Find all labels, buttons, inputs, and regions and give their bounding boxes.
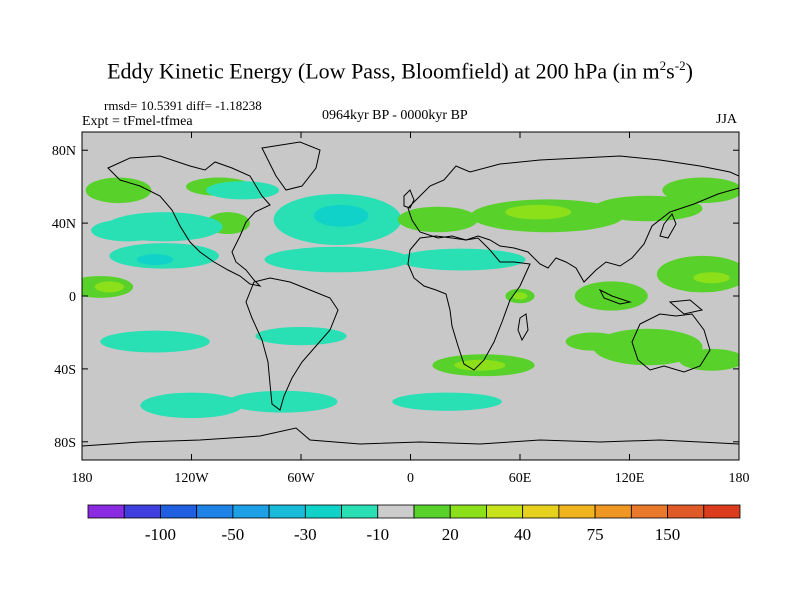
anomaly-n-africa-neg — [397, 248, 526, 271]
colorbar-box — [87, 504, 125, 519]
eurasia-coast — [407, 155, 739, 283]
anomaly-arabia-pos-core — [512, 292, 528, 300]
y-tick-label: 80N — [52, 144, 76, 159]
colorbar-box — [268, 504, 306, 519]
x-tick-label: 60E — [509, 471, 532, 486]
anomaly-s-atl-neg — [392, 392, 502, 411]
anomaly-c-america-neg-core — [136, 254, 174, 266]
anomaly-e-asia-pos — [593, 195, 703, 222]
anomaly-n-atlantic-neg-core — [313, 204, 369, 227]
colorbar-box — [630, 504, 668, 519]
colorbar-label: -30 — [294, 525, 317, 544]
australia-coast — [631, 313, 711, 373]
anomaly-atl-tropics-neg — [264, 246, 411, 273]
title-text-s: s — [666, 58, 675, 84]
north-america-coast — [107, 155, 271, 287]
season-label: JJA — [716, 112, 738, 127]
x-tick-label: 180 — [729, 471, 750, 486]
title-close: ) — [685, 58, 693, 84]
colorbar-label: 75 — [587, 525, 604, 544]
colorbar-box — [594, 504, 632, 519]
anomaly-s-america-neg — [255, 326, 347, 346]
coastline-layer — [82, 141, 739, 447]
anomaly-s-ocean-neg — [140, 392, 243, 419]
colorbar-box — [522, 504, 560, 519]
anomaly-layer — [82, 177, 739, 419]
x-tick-label: 180 — [72, 471, 93, 486]
colorbar-label: 150 — [655, 525, 681, 544]
anomaly-e-pac-pos-core — [94, 281, 124, 293]
anomaly-nw-pacific-neg2 — [91, 219, 165, 242]
anomaly-w-pac-trop-pos — [656, 255, 739, 293]
colorbar-label: -10 — [366, 525, 389, 544]
experiment-label: Expt = tFmel-tfmea — [82, 114, 193, 129]
title-text: Eddy Kinetic Energy (Low Pass, Bloomfiel… — [107, 58, 660, 84]
anomaly-s-pacific-neg — [100, 330, 210, 353]
colorbar-box — [304, 504, 342, 519]
period-label: 0964kyr BP - 0000kyr BP — [322, 108, 468, 123]
y-tick-label: 40N — [52, 217, 76, 232]
y-tick-label: 0 — [69, 290, 76, 305]
colorbar-box — [667, 504, 705, 519]
colorbar-label: -100 — [145, 525, 176, 544]
colorbar-box — [703, 504, 741, 519]
colorbar-label: 40 — [514, 525, 531, 544]
colorbar-box — [232, 504, 270, 519]
anomaly-eurasia-pos-w — [397, 206, 479, 233]
anomaly-sw-pacific-pos — [678, 348, 739, 371]
anomaly-n-pacific-pos — [85, 177, 152, 204]
colorbar-box — [449, 504, 487, 519]
colorbar-label: -50 — [222, 525, 245, 544]
title-superscript-1: 2 — [659, 58, 667, 73]
colorbar-box — [160, 504, 198, 519]
x-tick-label: 120E — [615, 471, 645, 486]
colorbar-label: 20 — [442, 525, 459, 544]
colorbar-box — [558, 504, 596, 519]
colorbar-box — [123, 504, 161, 519]
new-guinea-coast — [668, 299, 704, 315]
colorbar-box — [486, 504, 524, 519]
title-superscript-2: -2 — [674, 58, 686, 73]
colorbar-box — [196, 504, 234, 519]
y-tick-label: 40S — [54, 363, 76, 378]
y-axis: 80N 40N 0 40S 80S — [52, 144, 739, 451]
japan-coast — [659, 213, 677, 239]
x-tick-label: 60W — [287, 471, 315, 486]
africa-coast — [407, 235, 531, 371]
south-america-coast — [245, 277, 339, 411]
colorbar-box — [377, 504, 415, 519]
anomaly-canada-neg — [206, 181, 280, 200]
anomaly-australia-pos — [593, 328, 703, 366]
antarctica-coast — [82, 427, 739, 447]
anomaly-w-pac-trop-core — [693, 272, 730, 284]
indonesia-coast — [598, 288, 632, 305]
britain-coast — [403, 189, 415, 209]
anomaly-s-indian-pos-core — [454, 359, 506, 371]
anomaly-s-indian-pos2 — [565, 332, 621, 351]
anomaly-nw-pac-pos — [662, 177, 739, 204]
anomaly-eurasia-pos-core — [505, 204, 572, 220]
colorbar-box — [341, 504, 379, 519]
y-tick-label: 80S — [54, 436, 76, 451]
chart-title: Eddy Kinetic Energy (Low Pass, Bloomfiel… — [0, 58, 800, 84]
rmsd-label: rmsd= 10.5391 diff= -1.18238 — [104, 98, 262, 113]
greenland-coast — [261, 141, 321, 191]
x-tick-label: 120W — [174, 471, 209, 486]
madagascar-coast — [517, 313, 529, 342]
x-tick-label: 0 — [407, 471, 414, 486]
x-axis: 180 120W 60W 0 60E 120E 180 — [72, 132, 750, 486]
colorbar: -100 -50 -30 -10 20 40 75 150 — [87, 504, 741, 544]
colorbar-box — [413, 504, 451, 519]
